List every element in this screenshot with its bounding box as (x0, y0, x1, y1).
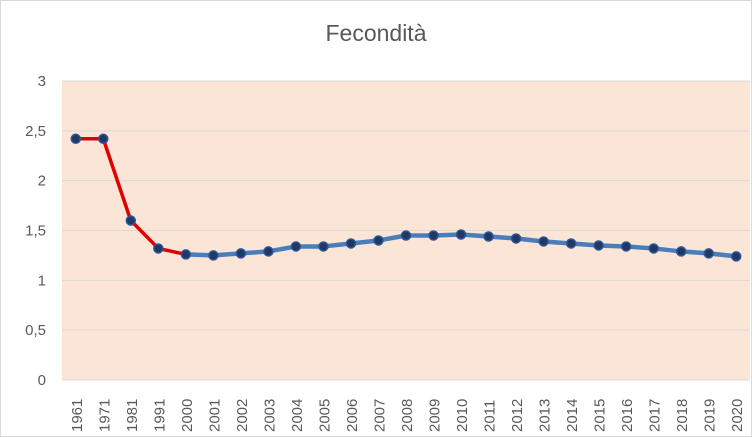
data-point (153, 243, 164, 254)
data-point (180, 249, 192, 260)
chart-title: Fecondità (325, 20, 427, 46)
y-tick-label: 0 (38, 372, 46, 389)
x-tick-label: 2012 (509, 399, 526, 432)
data-point (538, 236, 549, 247)
x-tick-label: 2016 (619, 399, 636, 432)
x-tick-label: 1971 (96, 399, 113, 432)
data-point (703, 248, 714, 259)
x-tick-label: 2014 (564, 399, 581, 432)
y-tick-label: 3 (38, 73, 46, 90)
x-tick-label: 2002 (234, 399, 251, 432)
data-point (675, 246, 687, 257)
data-point (483, 231, 494, 242)
x-tick-label: 2005 (316, 399, 333, 432)
x-tick-label: 2006 (344, 399, 361, 432)
data-point (455, 229, 467, 240)
x-tick-label: 2007 (371, 399, 388, 432)
y-axis-labels: 0 0,5 1 1,5 2 2,5 3 (25, 73, 46, 389)
data-point (373, 235, 384, 246)
data-point (565, 238, 577, 249)
data-point (593, 240, 604, 251)
data-point (208, 250, 219, 261)
y-tick-label: 2 (38, 173, 46, 190)
data-point (345, 238, 357, 249)
data-point (290, 241, 302, 252)
x-tick-label: 2013 (537, 399, 554, 432)
x-tick-label: 2003 (261, 399, 278, 432)
x-tick-label: 2011 (482, 400, 499, 432)
x-tick-label: 1961 (69, 399, 86, 432)
x-tick-label: 2010 (454, 399, 471, 432)
data-point (730, 251, 742, 262)
data-point (620, 241, 632, 252)
data-point (428, 230, 439, 241)
data-point (648, 243, 659, 254)
x-tick-label: 2004 (289, 399, 306, 432)
data-point (98, 133, 109, 145)
x-tick-label: 2020 (729, 399, 746, 432)
data-point (318, 241, 329, 252)
x-tick-label: 2009 (427, 399, 444, 432)
data-point (263, 246, 274, 257)
series-markers (70, 133, 742, 262)
x-tick-label: 2017 (647, 399, 664, 432)
data-point (400, 230, 412, 241)
x-tick-label: 2001 (206, 399, 223, 432)
data-point (510, 233, 522, 244)
data-point (70, 133, 82, 145)
x-tick-label: 1991 (151, 399, 168, 432)
y-tick-label: 1 (38, 272, 46, 289)
x-axis-labels: 1961 1971 1981 1991 2000 2001 2002 2003 2004 2005… (69, 399, 746, 432)
x-tick-label: 1981 (124, 399, 141, 432)
x-tick-label: 2015 (592, 399, 609, 432)
data-point (235, 248, 247, 259)
x-tick-label: 2008 (399, 399, 416, 432)
y-tick-label: 2,5 (25, 123, 46, 140)
x-tick-label: 2000 (179, 399, 196, 432)
y-tick-label: 1,5 (25, 223, 46, 240)
x-tick-label: 2019 (702, 399, 719, 432)
y-tick-label: 0,5 (25, 322, 46, 339)
data-point (125, 215, 137, 226)
x-tick-label: 2018 (674, 399, 691, 432)
